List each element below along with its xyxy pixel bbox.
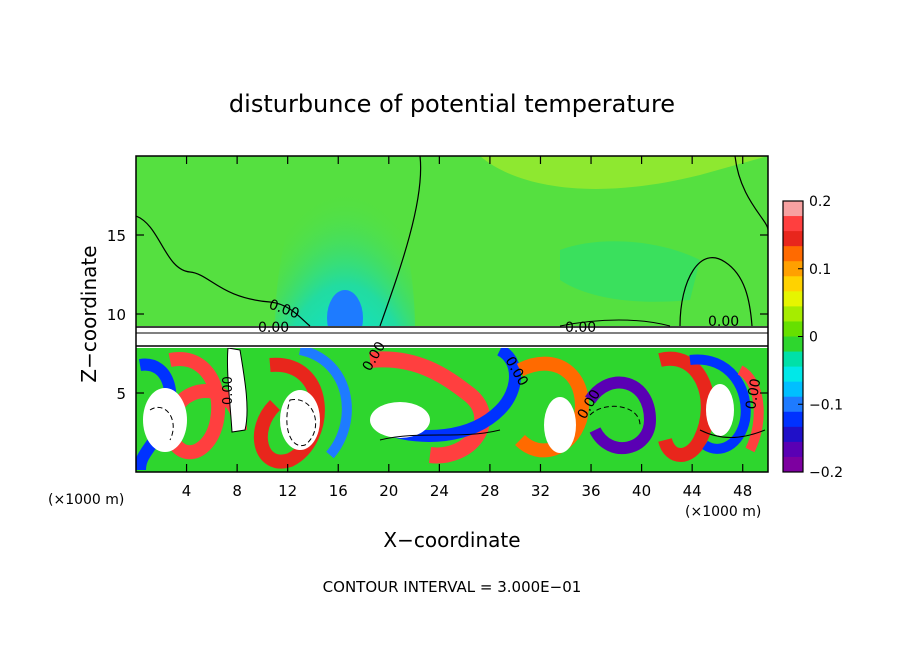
colorbar-tick-label: 0 <box>809 330 818 346</box>
contour-dash-1 <box>286 399 317 447</box>
contour-label: 0.00 <box>221 376 236 405</box>
x-tick-label: 32 <box>531 482 550 500</box>
y-tick-label: 5 <box>116 385 126 403</box>
y-tick-label: 15 <box>107 227 126 245</box>
y-tick-label: 10 <box>107 306 126 324</box>
x-tick-label: 36 <box>581 482 600 500</box>
contour-interval-note: CONTOUR INTERVAL = 3.000E−01 <box>323 578 582 596</box>
separator-band <box>136 326 768 348</box>
blue-swirl-5 <box>689 354 751 454</box>
x-tick-label: 8 <box>232 482 242 500</box>
x-tick-label: 24 <box>430 482 449 500</box>
white-cell-5 <box>706 384 734 436</box>
x-tick-label: 20 <box>379 482 398 500</box>
red-swirl-5 <box>658 351 715 462</box>
contour-line-5 <box>559 319 671 327</box>
colorbar-swatch <box>783 396 803 413</box>
colorbar-swatch <box>783 366 803 383</box>
colorbar-swatch <box>783 426 803 443</box>
y-axis: 5 10 15 <box>107 227 768 403</box>
x-tick-label: 16 <box>329 482 348 500</box>
blue-swirl-4 <box>585 376 657 454</box>
colorbar-swatch <box>783 231 803 247</box>
white-cell-4 <box>544 397 576 453</box>
x-tick-label: 4 <box>182 482 192 500</box>
colorbar-swatch <box>783 291 803 307</box>
x-axis: 4 8 12 16 20 24 28 32 36 40 44 48 <box>182 156 752 500</box>
x-tick-label: 48 <box>733 482 752 500</box>
contour-line-6 <box>379 429 501 441</box>
contour-line-7 <box>699 429 766 438</box>
contour-line-2 <box>379 156 422 327</box>
colorbar-swatch <box>783 216 803 232</box>
contour-column <box>226 347 248 433</box>
blue-swirl-2 <box>298 345 352 459</box>
x-unit-right: (×1000 m) <box>685 504 761 520</box>
x-tick-label: 12 <box>278 482 297 500</box>
colorbar-swatch <box>783 336 803 353</box>
colorbar: 0.2 0.1 0 −0.1 −0.2 <box>782 194 843 481</box>
colorbar-swatch <box>783 321 803 337</box>
upper-field-cyan-patch <box>560 241 700 302</box>
contour-line-4 <box>679 257 753 327</box>
colorbar-swatch <box>783 306 803 322</box>
x-axis-label: X−coordinate <box>383 528 520 552</box>
red-swirl-6 <box>737 365 764 453</box>
white-cell-2 <box>280 390 320 450</box>
contour-line-1 <box>136 215 311 327</box>
colorbar-tick-label: −0.1 <box>809 397 843 413</box>
colorbar-swatch <box>783 246 803 262</box>
white-cell-1 <box>143 388 187 452</box>
colorbar-swatch <box>783 276 803 292</box>
x-tick-label: 28 <box>480 482 499 500</box>
colorbar-tick-label: 0.2 <box>809 194 831 210</box>
colorbar-swatch <box>783 201 803 217</box>
contour-label: 0.00 <box>743 377 764 410</box>
colorbar-swatch <box>783 351 803 368</box>
colorbar-tick-label: 0.1 <box>809 262 831 278</box>
colorbar-swatch <box>783 456 803 473</box>
contour-label: 0.00 <box>708 314 739 330</box>
y-axis-label: Z−coordinate <box>77 245 101 382</box>
red-swirl-1 <box>163 352 247 459</box>
plot-area: 0.00 0.00 0.00 0.00 0.00 0.00 0.00 0.00 … <box>136 156 768 472</box>
x-tick-label: 40 <box>632 482 651 500</box>
red-swirl-2 <box>253 357 325 469</box>
chart-title: disturbunce of potential temperature <box>229 90 675 118</box>
upper-field-lighter-band <box>480 156 768 189</box>
colorbar-swatch <box>783 441 803 458</box>
colorbar-swatch <box>783 381 803 398</box>
contour-line-3 <box>734 156 768 231</box>
white-cell-3 <box>370 402 430 438</box>
colorbar-tick-label: −0.2 <box>809 465 843 481</box>
red-swirl-3 <box>369 351 491 464</box>
colorbar-swatch <box>783 261 803 277</box>
contour-dash-2 <box>589 405 641 426</box>
contour-dash-3 <box>149 406 174 441</box>
x-unit-left: (×1000 m) <box>48 492 124 508</box>
red-swirl-4 <box>515 356 589 458</box>
upper-field <box>136 156 768 328</box>
contour-label: 0.00 <box>258 320 289 336</box>
x-tick-label: 44 <box>683 482 702 500</box>
contour-label: 0.00 <box>565 320 596 336</box>
colorbar-swatch <box>783 411 803 428</box>
